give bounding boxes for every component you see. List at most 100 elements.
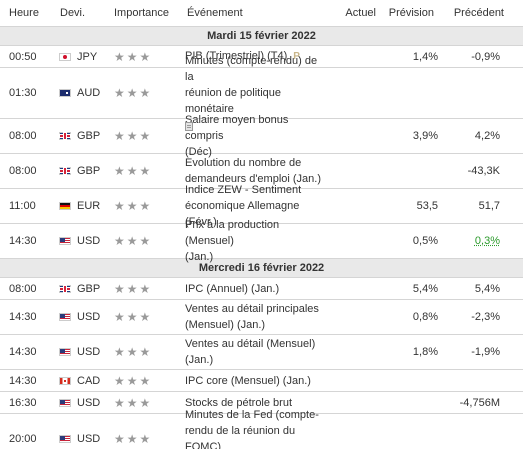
event-row[interactable]: 08:00 GBP ★★★ Evolution du nombre de demande… — [0, 154, 523, 189]
currency-code: GBP — [77, 130, 101, 142]
event-time: 11:00 — [9, 200, 36, 212]
event-name-line: Minutes (compte-rendu) de la — [185, 55, 318, 83]
event-forecast: 5,4% — [412, 282, 438, 295]
header-previous[interactable]: Précédent — [453, 7, 504, 19]
event-importance: ★★★ — [109, 432, 180, 446]
currency-code: GBP — [77, 282, 101, 295]
event-importance: ★★★ — [109, 50, 180, 64]
flag-gb-icon — [59, 167, 71, 175]
event-name[interactable]: Salaire moyen bonus compris (Déc) — [180, 112, 327, 160]
event-name-text: PIB (Trimestriel) (T4) — [185, 50, 288, 62]
event-time: 14:30 — [9, 346, 37, 358]
importance-stars-icon: ★★★ — [114, 432, 153, 446]
event-name-line: Evolution du nombre de — [185, 157, 302, 169]
event-row[interactable]: 11:00 EUR ★★★ Indice ZEW - Sentiment économi… — [0, 184, 523, 228]
event-name[interactable]: Prix à la production (Mensuel) (Jan.) — [180, 217, 327, 265]
preliminary-icon: P — [293, 51, 300, 62]
flag-ca-icon — [59, 376, 71, 385]
event-currency: USD — [58, 311, 109, 323]
event-time: 01:30 — [9, 87, 37, 99]
currency-code: EUR — [77, 200, 101, 212]
event-forecast: 0,5% — [412, 235, 438, 247]
importance-stars-icon: ★★★ — [114, 234, 153, 248]
event-name[interactable]: IPC core (Mensuel) (Jan.) — [180, 373, 327, 389]
header-currency[interactable]: Devi. — [60, 7, 86, 19]
day-header: Mardi 15 février 2022 — [0, 27, 523, 46]
event-name-line: PIB (Trimestriel) (T4) P — [185, 48, 327, 65]
event-row[interactable]: 01:30 AUD ★★★ Minutes (compte-rendu) de la r… — [0, 55, 523, 131]
event-time: 08:00 — [9, 130, 37, 142]
event-name[interactable]: PIB (Trimestriel) (T4) P — [180, 48, 327, 65]
event-row[interactable]: 00:50 JPY ★★★ PIB (Trimestriel) (T4) P 1,4% -0… — [0, 46, 523, 68]
flag-us-icon — [59, 313, 71, 321]
event-forecast: 1,8% — [412, 346, 438, 358]
importance-stars-icon: ★★★ — [114, 86, 153, 100]
event-row[interactable]: 14:30 USD ★★★ Ventes au détail (Mensuel) (Ja… — [0, 335, 523, 370]
event-name[interactable]: Ventes au détail (Mensuel) (Jan.) — [180, 336, 327, 368]
event-time: 14:30 — [9, 374, 37, 387]
event-row[interactable]: 08:00 GBP ★★★ Salaire moyen bonus compris (D… — [0, 114, 523, 158]
event-row[interactable]: 08:00 GBP ★★★ IPC (Annuel) (Jan.) 5,4% 5,4% — [0, 278, 523, 300]
event-row[interactable]: 14:30 USD ★★★ Ventes au détail principales (… — [0, 300, 523, 335]
event-name-line: (Déc) — [185, 146, 212, 158]
currency-code: USD — [77, 433, 101, 445]
event-importance: ★★★ — [109, 396, 180, 410]
event-name-line: (Mensuel) (Jan.) — [185, 319, 266, 331]
header-importance[interactable]: Importance — [114, 7, 170, 19]
event-row[interactable]: 14:30 CAD ★★★ IPC core (Mensuel) (Jan.) — [0, 370, 523, 392]
event-time: 14:30 — [9, 235, 37, 247]
event-name-line: rendu de la réunion du FOMC) — [185, 425, 296, 449]
event-name-line: Ventes au détail principales — [185, 303, 319, 315]
day-header: Mercredi 16 février 2022 — [0, 259, 523, 278]
event-name[interactable]: Stocks de pétrole brut — [180, 395, 327, 411]
event-currency: AUD — [58, 87, 109, 99]
event-importance: ★★★ — [109, 234, 180, 248]
event-previous: -1,9% — [439, 346, 508, 358]
event-name-line: demandeurs d'emploi (Jan.) — [185, 173, 322, 185]
event-name-line: Indice ZEW - Sentiment — [185, 184, 302, 196]
event-previous-value: -4,756M — [459, 396, 500, 409]
event-name[interactable]: Ventes au détail principales (Mensuel) (J… — [180, 301, 327, 333]
currency-code: CAD — [77, 374, 101, 387]
event-time: 14:30 — [9, 311, 37, 323]
event-row[interactable]: 16:30 USD ★★★ Stocks de pétrole brut -4,756M — [0, 392, 523, 414]
flag-gb-icon — [59, 132, 71, 140]
event-name-line: Minutes de la Fed (compte- — [185, 409, 319, 421]
event-currency: USD — [58, 346, 109, 358]
event-name[interactable]: Evolution du nombre de demandeurs d'emplo… — [180, 155, 327, 187]
event-name[interactable]: Indice ZEW - Sentiment économique Allemag… — [180, 182, 327, 230]
event-name-line: Stocks de pétrole brut — [185, 396, 293, 409]
currency-code: GBP — [77, 165, 101, 177]
importance-stars-icon: ★★★ — [114, 310, 153, 324]
event-previous: -2,3% — [439, 311, 508, 323]
currency-code: USD — [77, 235, 101, 247]
event-name[interactable]: IPC (Annuel) (Jan.) — [180, 281, 327, 297]
event-name[interactable]: Minutes (compte-rendu) de la réunion de p… — [180, 53, 327, 133]
header-time[interactable]: Heure — [9, 7, 39, 19]
event-name-line: IPC (Annuel) (Jan.) — [185, 282, 280, 295]
event-previous-value[interactable]: 0,3% — [474, 235, 500, 247]
importance-stars-icon: ★★★ — [114, 129, 153, 143]
event-name[interactable]: Minutes de la Fed (compte-rendu de la ré… — [180, 407, 327, 449]
event-currency: CAD — [58, 375, 109, 387]
header-event[interactable]: Événement — [187, 7, 243, 19]
calendar-header: Heure Devi. Importance Événement Actuel … — [0, 0, 523, 27]
event-forecast: 1,4% — [412, 50, 438, 63]
importance-stars-icon: ★★★ — [114, 281, 153, 296]
flag-us-icon — [59, 435, 71, 443]
event-importance: ★★★ — [109, 345, 180, 359]
event-time: 08:00 — [9, 282, 37, 295]
document-icon[interactable] — [185, 121, 193, 131]
event-name-line: économique Allemagne (Févr.) — [185, 200, 300, 228]
importance-stars-icon: ★★★ — [114, 373, 153, 388]
event-importance: ★★★ — [109, 374, 180, 388]
event-row[interactable]: 14:30 USD ★★★ Prix à la production (Mensuel… — [0, 219, 523, 263]
currency-code: AUD — [77, 87, 101, 99]
flag-de-icon — [59, 202, 71, 210]
header-forecast[interactable]: Prévision — [388, 7, 434, 19]
event-previous-value: -1,9% — [471, 346, 500, 358]
header-actual[interactable]: Actuel — [345, 7, 376, 19]
flag-au-icon — [59, 89, 71, 97]
event-row[interactable]: 20:00 USD ★★★ Minutes de la Fed (compte-ren… — [0, 409, 523, 449]
